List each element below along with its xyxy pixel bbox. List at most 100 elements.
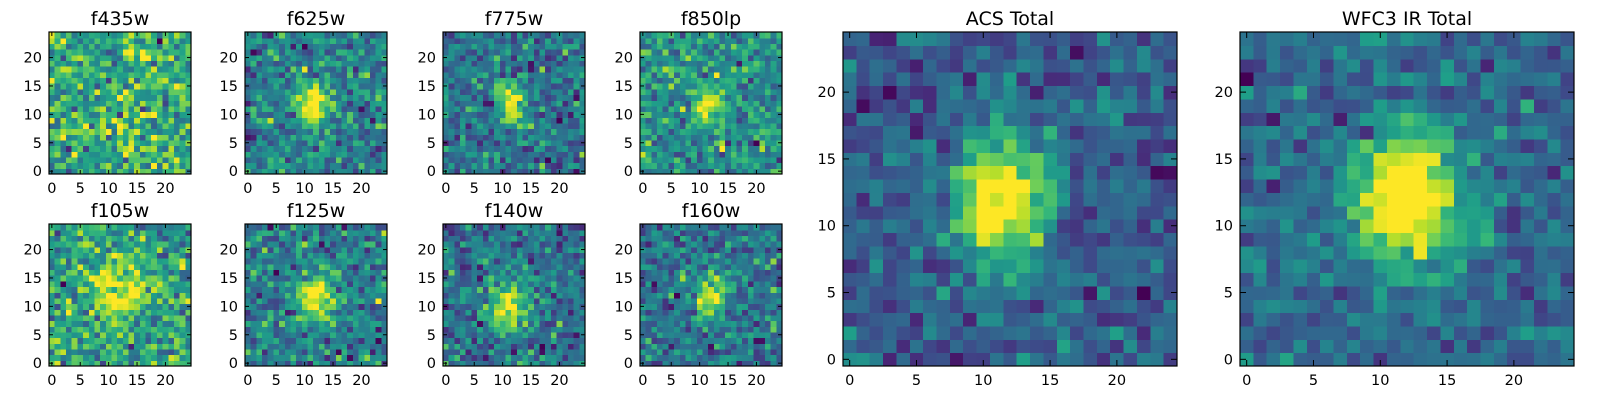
pixel-cell <box>290 348 297 356</box>
pixel-cell <box>185 162 192 169</box>
pixel-cell <box>539 49 546 56</box>
pixel-cell <box>764 297 772 305</box>
pixel-cell <box>185 337 192 344</box>
pixel-cell <box>550 292 558 299</box>
pixel-cell <box>111 343 118 350</box>
pixel-cell <box>262 100 269 107</box>
pixel-cell <box>539 83 546 90</box>
pixel-cell <box>556 49 563 56</box>
pixel-cell <box>66 54 73 61</box>
pixel-cell <box>443 348 450 356</box>
pixel-cell <box>730 32 738 39</box>
pixel-cell <box>54 280 61 288</box>
pixel-cell <box>335 303 343 310</box>
pixel-cell <box>262 156 269 164</box>
pixel-cell <box>533 77 541 84</box>
pixel-cell <box>71 331 78 339</box>
pixel-cell <box>753 354 760 361</box>
pixel-cell <box>753 297 760 305</box>
pixel-cell <box>83 224 90 231</box>
pixel-cell <box>364 263 371 271</box>
pixel-cell <box>151 246 158 253</box>
pixel-cell <box>128 134 135 141</box>
pixel-cell <box>448 43 455 50</box>
pixel-cell <box>471 122 478 130</box>
pixel-cell <box>533 43 541 50</box>
pixel-cell <box>465 77 472 84</box>
pixel-cell <box>256 100 263 107</box>
pixel-cell <box>499 43 507 50</box>
pixel-cell <box>759 337 766 344</box>
pixel-cell <box>358 60 365 67</box>
pixel-cell <box>262 314 269 322</box>
pixel-cell <box>668 111 675 118</box>
pixel-cell <box>471 117 478 124</box>
pixel-cell <box>352 348 360 356</box>
pixel-cell <box>460 43 467 50</box>
pixel-cell <box>341 134 348 141</box>
pixel-cell <box>545 292 552 299</box>
pixel-cell <box>324 258 331 265</box>
pixel-cell <box>713 348 721 356</box>
pixel-cell <box>347 88 354 96</box>
pixel-cell <box>105 229 113 236</box>
pixel-cell <box>279 292 286 299</box>
pixel-cell <box>267 105 274 113</box>
pixel-cell <box>651 320 658 327</box>
pixel-cell <box>488 37 495 44</box>
pixel-cell <box>347 94 354 101</box>
pixel-cell <box>494 229 501 236</box>
pixel-cell <box>335 77 343 84</box>
pixel-cell <box>267 360 274 367</box>
pixel-cell <box>284 168 292 175</box>
pixel-cell <box>375 117 382 124</box>
pixel-cell <box>151 156 158 164</box>
pixel-cell <box>550 343 558 350</box>
pixel-cell <box>83 263 90 271</box>
pixel-cell <box>256 32 263 39</box>
pixel-cell <box>358 100 365 107</box>
pixel-cell <box>168 77 175 84</box>
pixel-cell <box>505 77 512 84</box>
pixel-cell <box>262 275 269 282</box>
pixel-cell <box>128 354 135 361</box>
pixel-cell <box>156 354 164 361</box>
pixel-cell <box>262 71 269 79</box>
pixel-cell <box>307 37 314 44</box>
pixel-cell <box>324 360 331 367</box>
pixel-cell <box>60 235 67 242</box>
pixel-cell <box>60 309 67 316</box>
pixel-cell <box>324 66 331 73</box>
pixel-cell <box>301 235 309 242</box>
pixel-cell <box>66 314 73 322</box>
pixel-cell <box>162 54 169 61</box>
pixel-cell <box>71 100 78 107</box>
pixel-cell <box>539 105 546 113</box>
pixel-cell <box>369 229 377 236</box>
pixel-cell <box>477 337 484 344</box>
pixel-cell <box>725 348 732 356</box>
pixel-cell <box>505 94 512 101</box>
pixel-cell <box>173 66 181 73</box>
pixel-cell <box>505 156 512 164</box>
y-tick-label: 20 <box>220 243 238 259</box>
pixel-cell <box>567 229 575 236</box>
pixel-cell <box>662 343 669 350</box>
pixel-cell <box>179 246 186 253</box>
pixel-cell <box>156 54 164 61</box>
pixel-cell <box>179 71 186 79</box>
pixel-cell <box>645 77 652 84</box>
pixel-cell <box>267 252 274 259</box>
pixel-cell <box>522 83 529 90</box>
pixel-cell <box>579 337 586 344</box>
pixel-cell <box>375 156 382 164</box>
pixel-cell <box>730 297 738 305</box>
pixel-cell <box>759 88 766 96</box>
pixel-cell <box>54 128 61 135</box>
pixel-cell <box>324 297 331 305</box>
pixel-cell <box>77 348 84 356</box>
pixel-cell <box>550 77 558 84</box>
pixel-cell <box>145 105 152 113</box>
pixel-cell <box>250 32 257 39</box>
